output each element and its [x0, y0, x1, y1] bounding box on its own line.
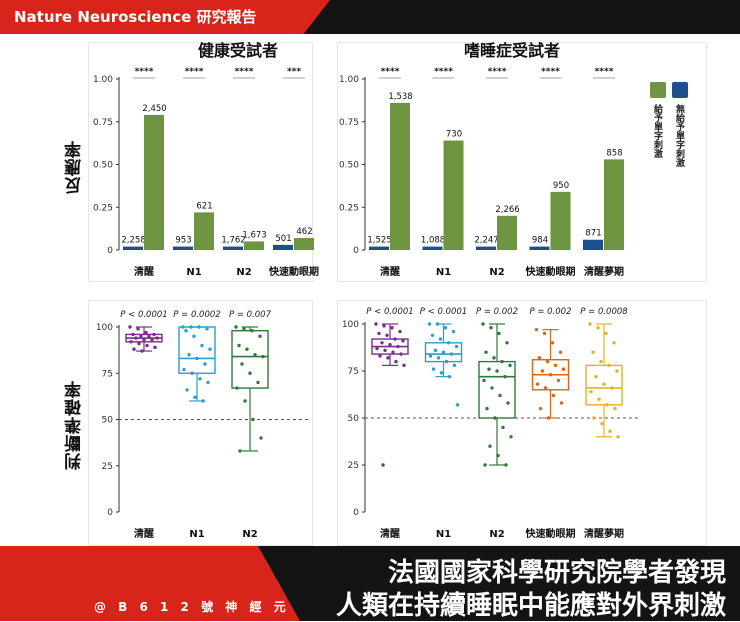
- footer-credit: @ B 6 1 2 號 神 經 元: [94, 600, 290, 614]
- legend-swatch-not-given: [672, 82, 688, 98]
- legend-label-given: 給予單字刺激: [652, 104, 662, 158]
- row-label-response: 反應率: [65, 140, 85, 194]
- header-banner-red: [0, 0, 330, 34]
- panel-narcolepsy-response: [337, 42, 707, 282]
- footer-headline-line2: 人類在持續睡眠中能應對外界刺激: [335, 591, 726, 621]
- panel-healthy-accuracy: [88, 300, 313, 546]
- legend-label-not-given: 無給予單字刺激: [674, 104, 684, 167]
- legend-swatch-given: [650, 82, 666, 98]
- footer-banner-red: [0, 546, 300, 621]
- panel-narcolepsy-accuracy: [337, 300, 707, 546]
- header-title: Nature Neuroscience 研究報告: [14, 8, 257, 26]
- panel-healthy-response: [88, 42, 313, 282]
- footer-headline-line1: 法國國家科學研究院學者發現: [387, 558, 726, 588]
- row-label-accuracy: 判斷準確率: [65, 380, 85, 470]
